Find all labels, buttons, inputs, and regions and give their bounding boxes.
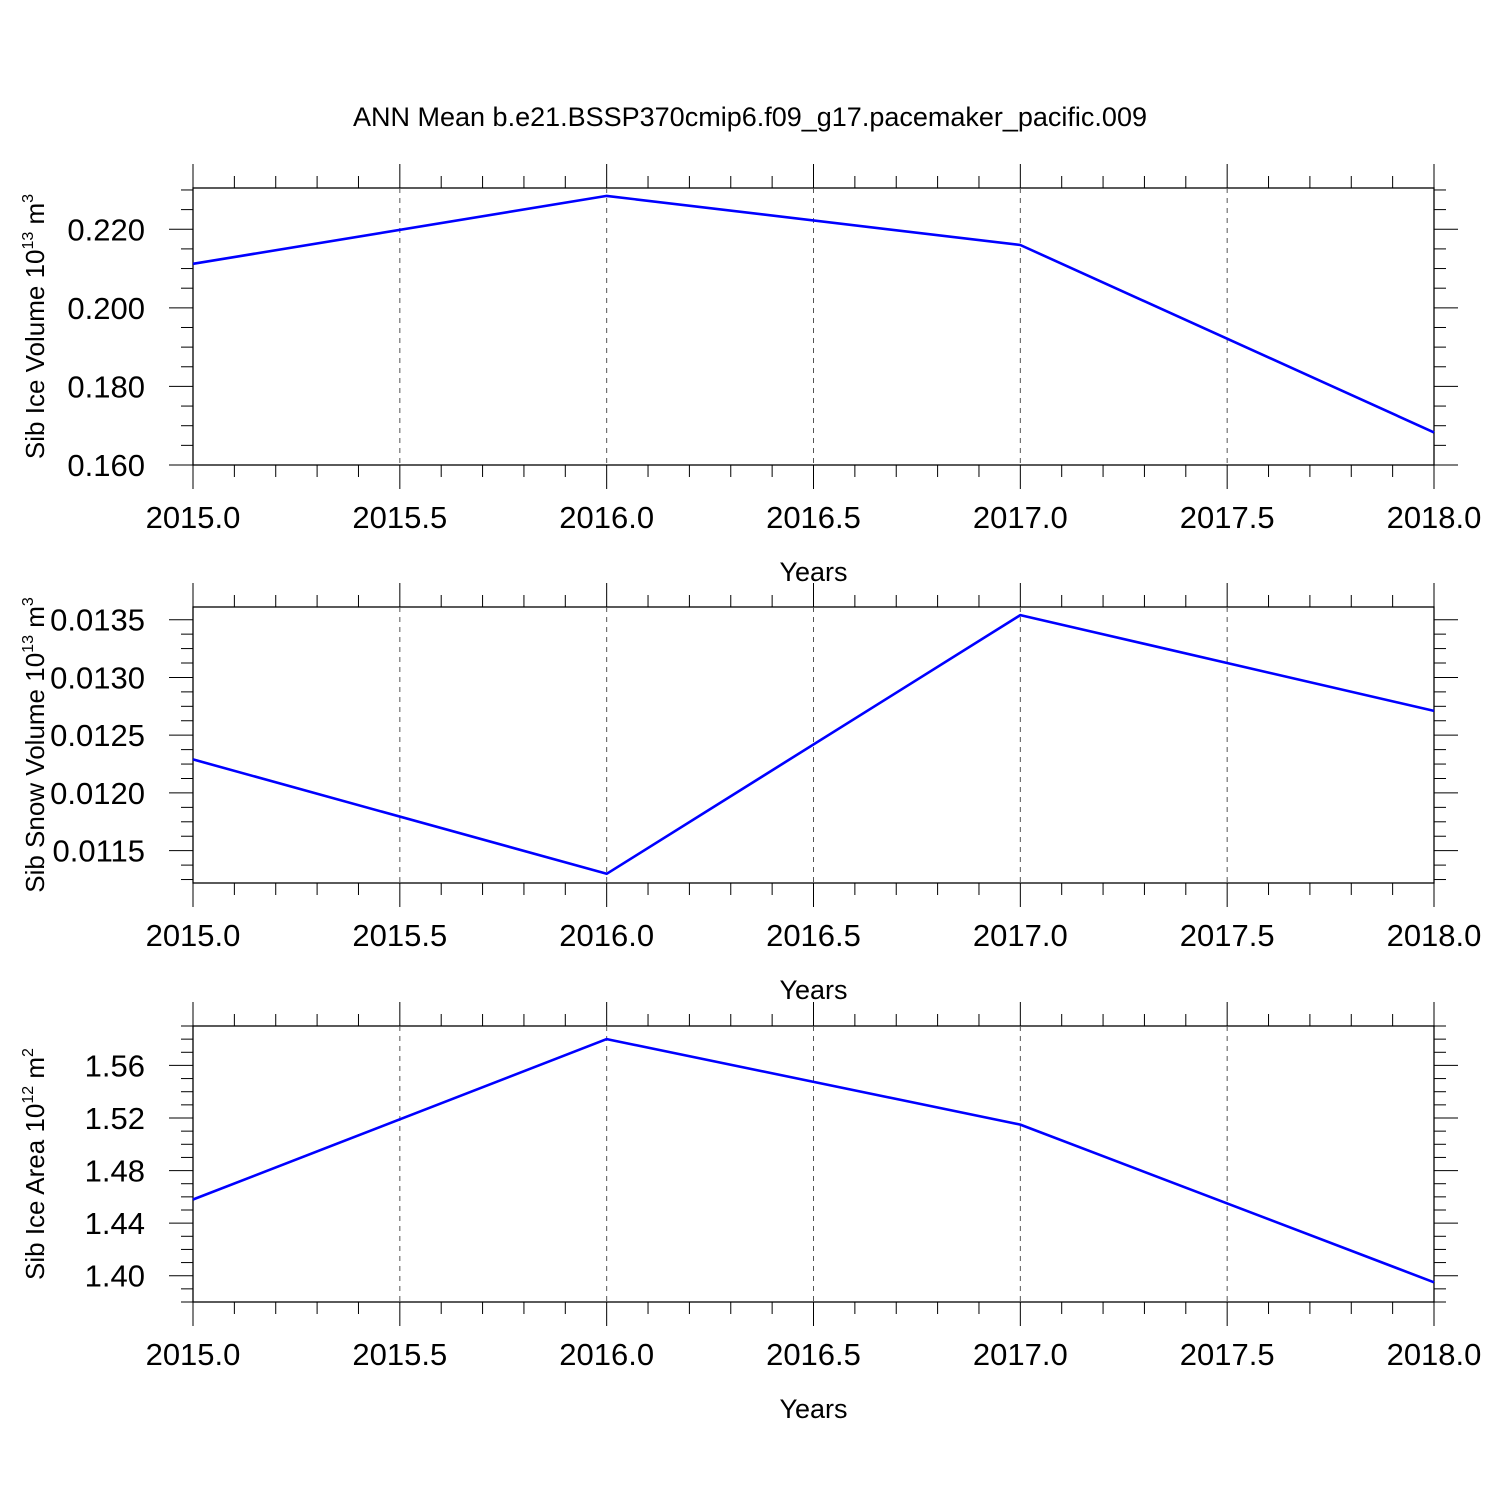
x-tick-label: 2016.0 — [559, 500, 654, 535]
y-axis-label: Sib Snow Volume 1013 m3 — [20, 597, 50, 893]
y-tick-label: 0.220 — [67, 212, 145, 247]
series-line — [192, 613, 1435, 876]
x-tick-label: 2015.0 — [146, 1337, 241, 1372]
x-tick-label: 2017.5 — [1180, 500, 1275, 535]
y-tick-label: 1.48 — [85, 1154, 145, 1189]
x-tick-label: 2015.5 — [352, 500, 447, 535]
chart-title: ANN Mean b.e21.BSSP370cmip6.f09_g17.pace… — [353, 102, 1147, 132]
y-tick-label: 0.0130 — [50, 660, 145, 695]
y-tick-label: 1.44 — [85, 1206, 145, 1241]
x-tick-label: 2017.0 — [973, 1337, 1068, 1372]
y-tick-label: 0.200 — [67, 291, 145, 326]
y-axis-label: Sib Ice Area 1012 m2 — [20, 1048, 50, 1280]
panel-2: 2015.0 2015.5 2016.0 2016.5 2017.0 2017.5 2018… — [20, 583, 1481, 1005]
y-tick-label: 1.56 — [85, 1048, 145, 1083]
x-tick-label: 2015.0 — [146, 918, 241, 953]
y-tick-label: 0.0135 — [50, 603, 145, 638]
x-tick-label: 2017.0 — [973, 918, 1068, 953]
panel-1: 2015.0 2015.5 2016.0 2016.5 2017.0 2017.5 2018… — [20, 164, 1481, 587]
x-tick-label: 2015.0 — [146, 500, 241, 535]
y-tick-label: 1.40 — [85, 1259, 145, 1294]
x-tick-label: 2016.5 — [766, 500, 861, 535]
y-tick-label: 0.0115 — [52, 834, 145, 869]
x-tick-label: 2016.5 — [766, 918, 861, 953]
x-tick-label: 2016.0 — [559, 918, 654, 953]
x-tick-label: 2018.0 — [1387, 1337, 1482, 1372]
x-tick-label: 2017.5 — [1180, 1337, 1275, 1372]
panel-3: 2015.0 2015.5 2016.0 2016.5 2017.0 2017.5 2018… — [20, 1002, 1481, 1424]
x-tick-label: 2016.0 — [559, 1337, 654, 1372]
y-tick-label: 0.0125 — [50, 718, 145, 753]
x-tick-label: 2015.5 — [352, 918, 447, 953]
x-axis-label: Years — [779, 557, 847, 587]
x-tick-label: 2015.5 — [352, 1337, 447, 1372]
x-tick-label: 2017.5 — [1180, 918, 1275, 953]
y-tick-label: 0.0120 — [50, 776, 145, 811]
y-tick-label: 0.160 — [67, 448, 145, 483]
x-axis-label: Years — [779, 1394, 847, 1424]
y-tick-label: 0.180 — [67, 369, 145, 404]
x-axis-label: Years — [779, 975, 847, 1005]
x-tick-label: 2018.0 — [1387, 500, 1482, 535]
y-axis-label: Sib Ice Volume 1013 m3 — [20, 194, 50, 459]
series-line — [192, 1037, 1435, 1284]
x-tick-label: 2018.0 — [1387, 918, 1482, 953]
x-tick-label: 2017.0 — [973, 500, 1068, 535]
y-tick-label: 1.52 — [85, 1101, 145, 1136]
x-tick-label: 2016.5 — [766, 1337, 861, 1372]
series-line — [192, 194, 1435, 434]
